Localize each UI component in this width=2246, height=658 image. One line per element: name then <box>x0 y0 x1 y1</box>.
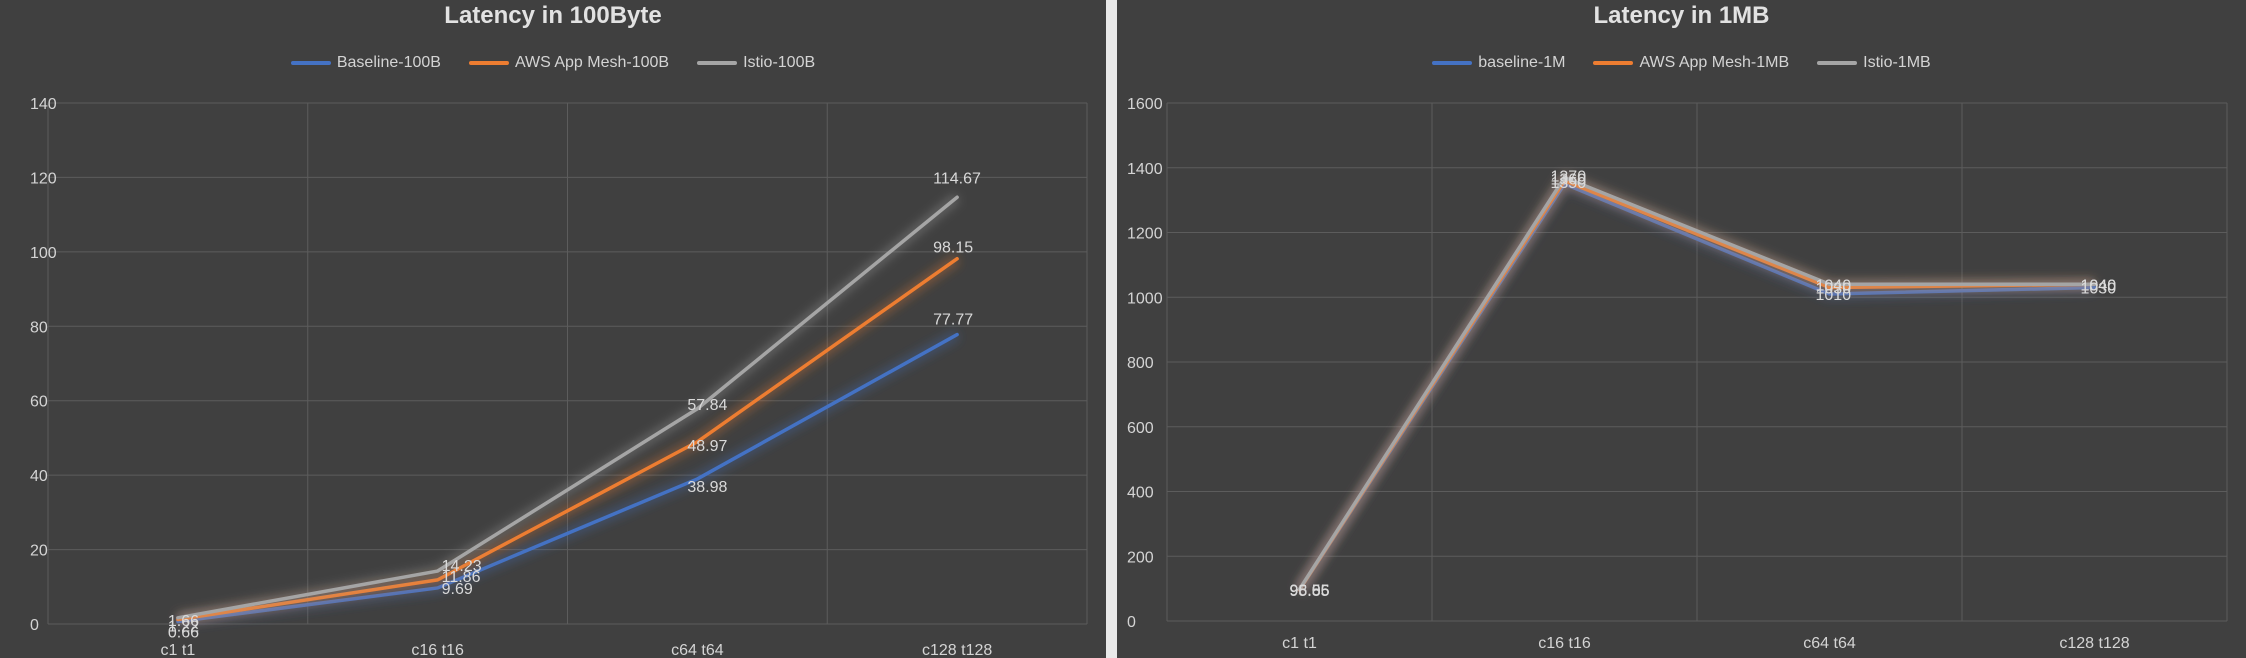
series-line-baseline-100b <box>176 332 959 624</box>
x-category-label: c16 t16 <box>1538 635 1591 652</box>
y-tick-label: 0 <box>1127 614 1136 631</box>
y-tick-label: 1000 <box>1127 290 1163 307</box>
legend-swatch <box>468 61 509 65</box>
y-tick-label: 800 <box>1127 355 1154 372</box>
data-label: 14.23 <box>442 558 482 575</box>
data-label: 1370 <box>1551 168 1587 185</box>
series-line-istio-100b <box>176 195 959 620</box>
y-tick-label: 1200 <box>1127 226 1163 243</box>
data-label: 1010 <box>1816 287 1852 304</box>
chart-panel-latency-1mb: Latency in 1MB baseline-1M AWS App Mesh-… <box>1117 0 2246 658</box>
data-label: 1360 <box>1551 172 1587 189</box>
y-tick-label: 140 <box>30 96 57 113</box>
chart-legend: baseline-1M AWS App Mesh-1MB Istio-1MB <box>1117 54 2246 72</box>
data-label: 57.84 <box>687 397 727 414</box>
legend-label: Istio-100B <box>743 54 816 71</box>
legend-item-baseline-100b[interactable]: Baseline-100B <box>290 54 441 72</box>
y-tick-label: 60 <box>30 394 48 411</box>
data-label: 1030 <box>2081 281 2117 298</box>
y-tick-label: 80 <box>30 319 48 336</box>
legend-item-istio-100b[interactable]: Istio-100B <box>697 54 815 72</box>
legend-label: AWS App Mesh-100B <box>514 54 670 71</box>
data-label: 114.67 <box>933 170 981 187</box>
legend-swatch <box>697 61 738 65</box>
data-label: 38.98 <box>687 479 727 496</box>
legend-item-aws-app-mesh-1mb[interactable]: AWS App Mesh-1MB <box>1593 54 1789 72</box>
legend-swatch <box>290 61 331 65</box>
data-label: 1.66 <box>168 613 199 630</box>
y-tick-label: 600 <box>1127 420 1154 437</box>
plot-area-latency-100byte: 0 20 40 60 80 100 120 140 c1 t1 c16 t16 c64 t64 c12… <box>30 96 1088 658</box>
series-line-istio-1mb <box>1297 175 2097 592</box>
chart-title: Latency in 100Byte <box>444 2 662 29</box>
legend-item-aws-app-mesh-100b[interactable]: AWS App Mesh-100B <box>468 54 670 72</box>
x-category-label: c128 t128 <box>922 642 992 658</box>
series-line-aws-app-mesh-100b <box>176 256 959 622</box>
data-label: 95.85 <box>1290 583 1330 600</box>
data-label: 0.66 <box>168 625 199 642</box>
legend-label: Istio-1MB <box>1863 54 1931 71</box>
y-tick-label: 20 <box>30 543 48 560</box>
data-label: 11.86 <box>442 569 481 586</box>
x-category-label: c128 t128 <box>2059 635 2129 652</box>
y-tick-label: 100 <box>30 245 57 262</box>
legend-item-baseline-1m[interactable]: baseline-1M <box>1432 54 1565 72</box>
chart-legend: Baseline-100B AWS App Mesh-100B Istio-10… <box>0 54 1106 72</box>
y-tick-label: 120 <box>30 170 57 187</box>
legend-label: baseline-1M <box>1478 54 1566 71</box>
data-label: 1.22 <box>168 618 199 635</box>
x-category-label: c1 t1 <box>1282 635 1317 652</box>
legend-swatch <box>1593 61 1634 65</box>
data-label: 1040 <box>2081 277 2117 294</box>
chart-panel-latency-100byte: Latency in 100Byte Baseline-100B AWS App… <box>0 0 1106 658</box>
data-label: 1350 <box>1551 175 1587 192</box>
data-label: 98.06 <box>1290 582 1330 599</box>
legend-swatch <box>1817 61 1858 65</box>
data-label: 98.15 <box>933 240 973 257</box>
y-tick-label: 200 <box>1127 549 1154 566</box>
x-category-label: c1 t1 <box>161 642 196 658</box>
y-tick-label: 400 <box>1127 485 1154 502</box>
data-label: 9.69 <box>442 581 473 598</box>
data-label: 96.55 <box>1290 583 1330 600</box>
legend-label: AWS App Mesh-1MB <box>1639 54 1790 71</box>
data-label: 77.77 <box>933 312 973 329</box>
chart-title: Latency in 1MB <box>1593 2 1770 29</box>
plot-area-latency-1mb: 0 200 400 600 800 1000 1200 1400 1600 c1 t1 c16 t1… <box>1127 96 2228 652</box>
x-category-label: c64 t64 <box>671 642 724 658</box>
legend-swatch <box>1432 61 1473 65</box>
data-label: 48.97 <box>687 438 727 455</box>
y-tick-label: 1400 <box>1127 161 1163 178</box>
data-label: 1030 <box>1816 281 1852 298</box>
y-tick-label: 40 <box>30 468 48 485</box>
legend-label: Baseline-100B <box>336 54 441 71</box>
data-label: 1040 <box>2081 277 2117 294</box>
y-tick-label: 0 <box>30 617 39 634</box>
x-category-label: c64 t64 <box>1803 635 1856 652</box>
y-tick-label: 1600 <box>1127 96 1163 113</box>
legend-item-istio-1mb[interactable]: Istio-1MB <box>1817 54 1931 72</box>
x-category-label: c16 t16 <box>411 642 464 658</box>
data-label: 1040 <box>1816 277 1852 294</box>
